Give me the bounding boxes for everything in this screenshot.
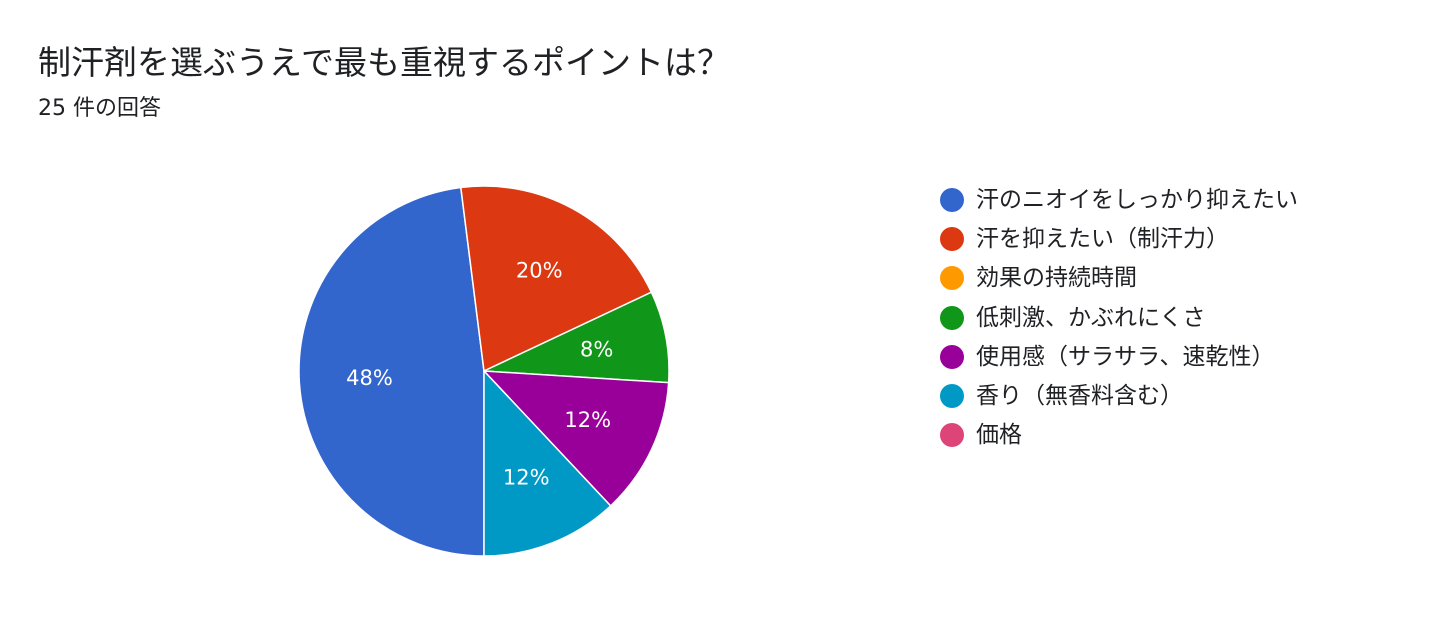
legend-swatch-icon — [940, 226, 964, 251]
pie-slice-5[interactable] — [483, 370, 612, 557]
response-count: 25 件の回答 — [38, 96, 161, 121]
pie-slice-3[interactable] — [483, 291, 670, 384]
legend-item-5[interactable]: 香り（無香料含む） — [940, 376, 1298, 415]
legend-swatch-icon — [940, 266, 964, 291]
legend-label: 価格 — [976, 422, 1022, 449]
pie-slice-label-0: 48% — [346, 366, 393, 390]
legend-label: 低刺激、かぶれにくさ — [976, 304, 1206, 331]
legend-label: 効果の持続時間 — [976, 265, 1137, 292]
legend-swatch-icon — [940, 384, 964, 409]
legend-label: 香り（無香料含む） — [976, 383, 1183, 410]
legend-swatch-icon — [940, 305, 964, 330]
legend-label: 汗を抑えたい（制汗力） — [976, 225, 1229, 252]
legend-item-0[interactable]: 汗のニオイをしっかり抑えたい — [940, 180, 1298, 219]
legend-swatch-icon — [940, 344, 964, 369]
pie-slice-label-5: 12% — [503, 466, 550, 490]
legend-label: 汗のニオイをしっかり抑えたい — [976, 186, 1298, 213]
pie-slice-label-1: 20% — [516, 258, 563, 282]
legend-label: 使用感（サラサラ、速乾性） — [976, 343, 1275, 370]
legend-item-1[interactable]: 汗を抑えたい（制汗力） — [940, 219, 1298, 258]
pie-slice-4[interactable] — [483, 370, 670, 507]
pie-slice-0[interactable] — [298, 186, 485, 557]
chart-title: 制汗剤を選ぶうえで最も重視するポイントは？ — [38, 43, 731, 82]
legend-item-6[interactable]: 価格 — [940, 416, 1298, 455]
legend-item-4[interactable]: 使用感（サラサラ、速乾性） — [940, 337, 1298, 376]
pie-slice-label-4: 12% — [564, 408, 611, 432]
legend-swatch-icon — [940, 423, 964, 448]
pie-slice-label-3: 8% — [580, 338, 613, 362]
pie-slice-1[interactable] — [460, 185, 653, 372]
legend-swatch-icon — [940, 187, 964, 212]
legend-item-3[interactable]: 低刺激、かぶれにくさ — [940, 298, 1298, 337]
legend: 汗のニオイをしっかり抑えたい 汗を抑えたい（制汗力） 効果の持続時間低刺激、かぶれに… — [940, 180, 1298, 455]
legend-item-2[interactable]: 効果の持続時間 — [940, 259, 1298, 298]
